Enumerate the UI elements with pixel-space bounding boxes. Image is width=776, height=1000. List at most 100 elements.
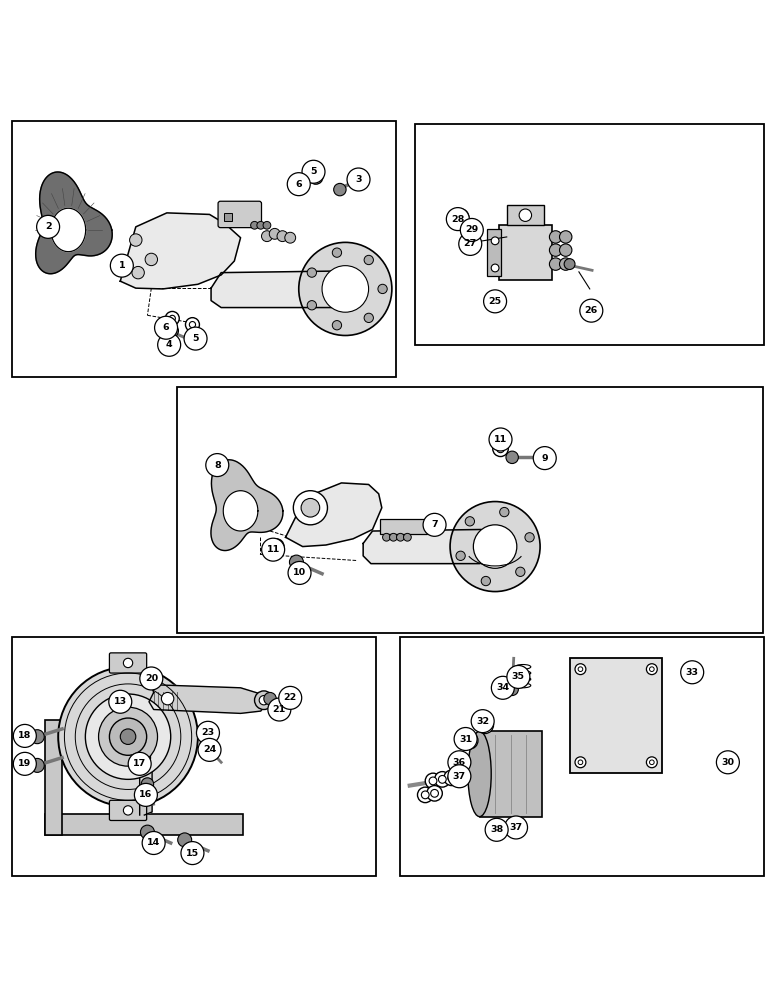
Polygon shape [36,172,113,274]
Circle shape [549,258,562,270]
Text: 20: 20 [145,674,158,683]
Circle shape [262,538,285,561]
Text: 28: 28 [451,215,465,224]
Circle shape [444,770,459,786]
Circle shape [491,264,499,272]
Circle shape [465,736,474,745]
Text: 34: 34 [497,683,509,692]
Text: 31: 31 [459,735,472,744]
Text: 7: 7 [431,520,438,529]
Circle shape [251,221,258,229]
Polygon shape [223,491,258,531]
Circle shape [507,665,530,688]
Text: 29: 29 [465,225,479,234]
Polygon shape [140,719,152,815]
Text: 32: 32 [476,717,489,726]
Circle shape [549,244,562,256]
Bar [224,213,232,221]
Circle shape [263,221,271,229]
Text: 3: 3 [355,175,362,184]
Text: 17: 17 [133,759,147,768]
Circle shape [506,683,518,696]
Bar [45,814,243,835]
Circle shape [575,757,586,768]
Text: 6: 6 [163,323,169,332]
Circle shape [448,765,471,788]
Text: 37: 37 [510,823,522,832]
Circle shape [109,690,132,713]
Circle shape [681,661,704,684]
Text: 9: 9 [542,454,548,463]
Circle shape [36,215,60,238]
Circle shape [130,234,142,246]
Text: 25: 25 [489,297,501,306]
Circle shape [533,447,556,470]
Circle shape [137,751,151,765]
Circle shape [203,743,213,754]
Circle shape [493,441,508,457]
Circle shape [145,253,158,266]
Text: 21: 21 [272,705,286,714]
Bar [499,225,552,280]
Bar [487,229,501,276]
Text: 19: 19 [18,759,32,768]
Circle shape [431,789,438,797]
Circle shape [279,686,302,709]
Circle shape [109,718,147,755]
Circle shape [13,752,36,775]
Circle shape [454,728,477,750]
Circle shape [166,325,178,337]
Circle shape [460,218,483,241]
Circle shape [154,316,178,339]
Circle shape [58,667,198,807]
Circle shape [332,248,341,257]
Circle shape [140,755,147,761]
Polygon shape [120,213,241,289]
Circle shape [450,502,540,592]
Text: 22: 22 [283,693,297,702]
Circle shape [161,692,174,705]
Circle shape [516,567,525,576]
Circle shape [184,327,207,350]
Circle shape [519,209,532,221]
Text: 36: 36 [453,758,466,767]
Circle shape [466,219,478,232]
Text: 5: 5 [192,334,199,343]
Circle shape [446,208,469,231]
Circle shape [448,751,471,774]
Text: 6: 6 [296,180,302,189]
Circle shape [559,244,572,256]
Bar [480,731,542,817]
Circle shape [421,791,429,799]
Circle shape [646,664,657,675]
Circle shape [13,724,36,747]
Circle shape [132,266,144,279]
Circle shape [269,228,280,239]
Circle shape [559,258,572,270]
Circle shape [268,698,291,721]
Circle shape [456,551,466,560]
Circle shape [307,301,317,310]
Circle shape [500,507,509,517]
Circle shape [491,676,514,699]
Bar [507,205,544,225]
Circle shape [378,284,387,294]
Circle shape [158,333,181,356]
Circle shape [390,533,397,541]
Circle shape [302,160,325,183]
Circle shape [459,232,482,255]
Circle shape [580,299,603,322]
Text: 30: 30 [722,758,734,767]
Text: 35: 35 [512,672,525,681]
Circle shape [485,818,508,841]
Bar [415,124,764,345]
Text: 18: 18 [18,731,32,740]
Bar [400,637,764,876]
Circle shape [255,691,273,710]
Circle shape [578,760,583,765]
Circle shape [506,451,518,464]
Text: 24: 24 [203,745,217,754]
Circle shape [476,717,494,734]
Circle shape [650,667,654,671]
Circle shape [189,322,196,328]
